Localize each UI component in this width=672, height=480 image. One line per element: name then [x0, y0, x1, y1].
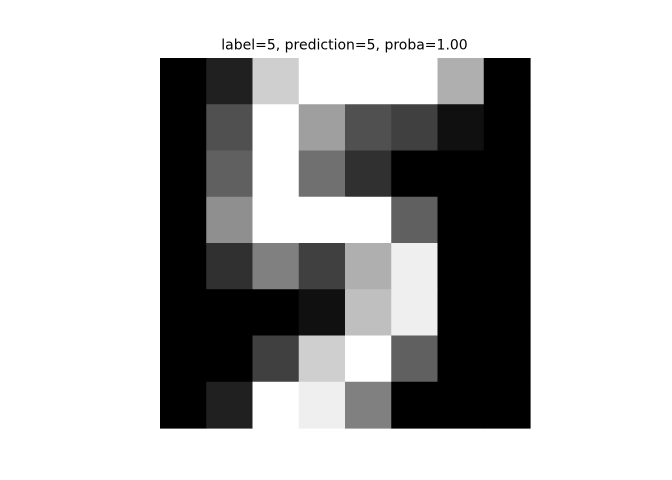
pixel-cell [345, 104, 392, 152]
pixel-cell [345, 150, 392, 198]
pixel-cell [298, 104, 346, 152]
pixel-cell [391, 196, 439, 244]
pixel-cell [206, 104, 254, 152]
pixel-cell [391, 104, 439, 152]
pixel-cell [160, 289, 207, 337]
pixel-cell [206, 58, 254, 105]
pixel-cell [437, 243, 485, 290]
pixel-cell [160, 196, 207, 244]
pixel-cell [206, 243, 254, 290]
pixel-cell [483, 381, 531, 429]
pixel-cell [298, 243, 346, 290]
pixel-cell [437, 104, 485, 152]
pixel-cell [345, 289, 392, 337]
pixel-cell [206, 196, 254, 244]
pixel-cell [252, 150, 300, 198]
pixel-cell [206, 150, 254, 198]
pixel-cell [160, 58, 207, 105]
pixel-cell [345, 243, 392, 290]
pixel-cell [298, 58, 346, 105]
pixel-cell [391, 150, 439, 198]
pixel-cell [160, 104, 207, 152]
pixel-cell [206, 381, 254, 429]
pixel-cell [298, 289, 346, 337]
pixel-cell [483, 335, 531, 383]
pixel-cell [206, 335, 254, 383]
pixel-cell [160, 150, 207, 198]
pixel-cell [483, 104, 531, 152]
pixel-cell [391, 289, 439, 337]
pixel-cell [252, 196, 300, 244]
pixel-cell [206, 289, 254, 337]
pixel-cell [345, 196, 392, 244]
pixel-cell [345, 335, 392, 383]
pixel-cell [391, 381, 439, 429]
pixel-cell [252, 335, 300, 383]
pixel-cell [391, 243, 439, 290]
pixel-cell [160, 243, 207, 290]
pixel-cell [437, 381, 485, 429]
pixel-cell [483, 150, 531, 198]
pixel-cell [483, 243, 531, 290]
pixel-cell [252, 243, 300, 290]
pixel-cell [298, 196, 346, 244]
pixel-cell [483, 58, 531, 105]
pixel-cell [391, 335, 439, 383]
pixel-cell [160, 381, 207, 429]
pixel-cell [391, 58, 439, 105]
chart-title: label=5, prediction=5, proba=1.00 [221, 38, 467, 54]
pixel-cell [345, 58, 392, 105]
pixel-cell [160, 335, 207, 383]
pixel-cell [252, 58, 300, 105]
pixel-cell [298, 381, 346, 429]
pixel-cell [437, 150, 485, 198]
pixel-cell [252, 104, 300, 152]
pixel-cell [252, 381, 300, 429]
pixel-cell [483, 289, 531, 337]
pixel-cell [345, 381, 392, 429]
pixel-cell [252, 289, 300, 337]
pixel-cell [437, 335, 485, 383]
digit-heatmap [160, 58, 531, 429]
pixel-cell [298, 150, 346, 198]
pixel-cell [437, 289, 485, 337]
pixel-cell [437, 58, 485, 105]
pixel-cell [298, 335, 346, 383]
pixel-cell [483, 196, 531, 244]
pixel-cell [437, 196, 485, 244]
